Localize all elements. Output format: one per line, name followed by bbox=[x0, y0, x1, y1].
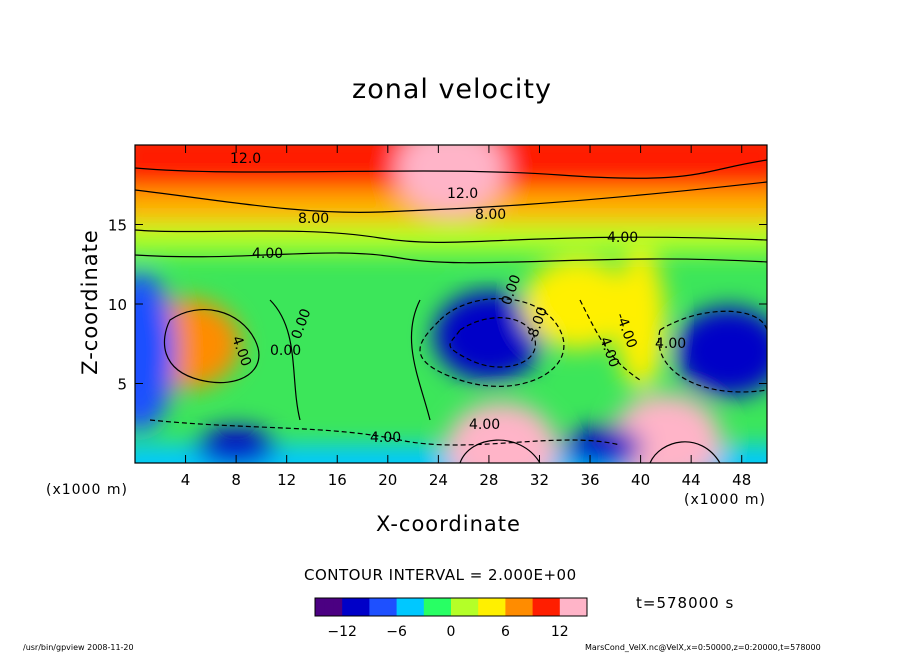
colorbar-swatch bbox=[360, 598, 370, 616]
colorbar-tick-label: 0 bbox=[447, 624, 456, 640]
colorbar-swatch bbox=[541, 598, 552, 616]
y-tick-label: 5 bbox=[117, 376, 127, 394]
contour-label: 4.00 bbox=[252, 246, 283, 262]
colorbar-swatch bbox=[460, 598, 470, 616]
x-tick-label: 12 bbox=[277, 471, 296, 489]
colorbar-swatch bbox=[432, 598, 443, 616]
contour-interval-label: CONTOUR INTERVAL = 2.000E+00 bbox=[304, 566, 577, 584]
x-axis-label: X-coordinate bbox=[376, 512, 521, 536]
contour-label: 8.00 bbox=[475, 207, 506, 223]
colorbar-frame bbox=[314, 597, 588, 617]
field-low-left bbox=[196, 427, 277, 463]
colorbar-swatch bbox=[315, 598, 325, 616]
contour-line bbox=[649, 441, 721, 463]
colorbar-swatch bbox=[451, 598, 461, 616]
contour-line bbox=[135, 229, 767, 243]
x-unit-label-right: (x1000 m) bbox=[684, 492, 766, 508]
x-tick-label: 40 bbox=[631, 471, 650, 489]
x-tick-label: 8 bbox=[231, 471, 241, 489]
velocity-field bbox=[135, 145, 767, 463]
x-tick-label: 44 bbox=[682, 471, 701, 489]
contour-label: 4.00 bbox=[607, 230, 638, 246]
field-low-right bbox=[562, 427, 643, 463]
colorbar-swatch bbox=[487, 598, 497, 616]
colorbar-tick-label: −6 bbox=[386, 624, 407, 640]
contour-line bbox=[135, 252, 767, 264]
contour-label: 0.00 bbox=[270, 343, 301, 359]
colorbar-swatch bbox=[405, 598, 416, 616]
colorbar-swatch bbox=[423, 598, 434, 616]
x-tick-label: 24 bbox=[429, 471, 448, 489]
x-tick-label: 28 bbox=[479, 471, 498, 489]
colorbar-tick-label: −12 bbox=[327, 624, 357, 640]
colorbar-swatch bbox=[523, 598, 534, 616]
footer-left: /usr/bin/gpview 2008-11-20 bbox=[23, 643, 134, 652]
y-axis-label: Z-coordinate bbox=[78, 229, 102, 375]
colorbar-swatch bbox=[342, 598, 352, 616]
colorbar-swatch bbox=[559, 598, 570, 616]
colorbar: −12 −6 0 6 12 bbox=[314, 597, 588, 640]
y-tick-label: 15 bbox=[108, 217, 127, 235]
contour-line bbox=[135, 181, 767, 213]
contour-label: 12.0 bbox=[447, 186, 478, 202]
contour-line bbox=[135, 159, 767, 179]
x-tick-label: 36 bbox=[580, 471, 599, 489]
colorbar-swatch bbox=[378, 598, 389, 616]
field-ridge bbox=[615, 249, 666, 390]
contour-line bbox=[163, 309, 260, 384]
contour-label: 4.00 bbox=[370, 430, 401, 446]
time-label: t=578000 s bbox=[636, 594, 735, 612]
contour-line bbox=[419, 298, 565, 387]
chart-title: zonal velocity bbox=[352, 74, 552, 105]
x-tick-label: 32 bbox=[530, 471, 549, 489]
colorbar-swatch bbox=[324, 598, 334, 616]
field-feature bbox=[396, 145, 506, 214]
field-blobs bbox=[135, 145, 767, 463]
field-feature bbox=[522, 259, 633, 349]
x-tick-label: 16 bbox=[328, 471, 347, 489]
contour-label: 4.00 bbox=[469, 417, 500, 433]
colorbar-swatch bbox=[387, 598, 398, 616]
colorbar-swatch bbox=[333, 598, 343, 616]
contour-line bbox=[459, 439, 541, 463]
field-left-edge bbox=[135, 271, 175, 432]
colorbar-swatch bbox=[414, 598, 425, 616]
field-mid-band bbox=[135, 223, 767, 253]
colorbar-swatch bbox=[496, 598, 506, 616]
colorbar-swatch bbox=[568, 598, 579, 616]
contour-label: 12.0 bbox=[230, 151, 261, 167]
colorbar-swatch bbox=[469, 598, 479, 616]
contour-line bbox=[269, 299, 301, 421]
contour-label: 4.00 bbox=[655, 336, 686, 352]
footer-right: MarsCond_VelX.nc@VelX,x=0:50000,z=0:2000… bbox=[585, 643, 821, 652]
field-feature bbox=[446, 402, 557, 463]
field-feature bbox=[674, 306, 767, 397]
contour-lines bbox=[135, 159, 767, 463]
colorbar-swatch bbox=[550, 598, 561, 616]
colorbar-swatch bbox=[369, 598, 379, 616]
colorbar-swatch bbox=[441, 598, 452, 616]
contour-line bbox=[658, 310, 767, 393]
colorbar-swatch bbox=[514, 598, 525, 616]
contour-line bbox=[410, 299, 431, 421]
colorbar-tick-label: 12 bbox=[551, 624, 569, 640]
y-tick-label: 10 bbox=[108, 296, 127, 314]
colorbar-swatch bbox=[396, 598, 407, 616]
x-tick-label: 4 bbox=[181, 471, 191, 489]
x-unit-label-left: (x1000 m) bbox=[46, 482, 128, 498]
colorbar-swatch bbox=[478, 598, 488, 616]
colorbar-swatch bbox=[351, 598, 361, 616]
x-tick-label: 20 bbox=[378, 471, 397, 489]
colorbar-swatch bbox=[577, 598, 588, 616]
colorbar-swatch bbox=[532, 598, 543, 616]
contour-line bbox=[579, 299, 641, 381]
contour-label: 8.00 bbox=[298, 211, 329, 227]
contour-line bbox=[149, 419, 621, 446]
x-tick-label: 48 bbox=[732, 471, 751, 489]
field-feature bbox=[433, 290, 544, 381]
colorbar-tick-label: 6 bbox=[501, 624, 510, 640]
colorbar-swatch bbox=[505, 598, 515, 616]
